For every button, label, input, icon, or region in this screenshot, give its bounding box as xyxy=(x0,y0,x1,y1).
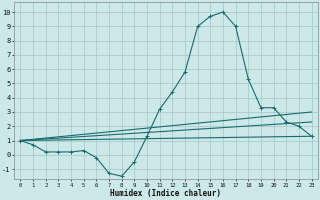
X-axis label: Humidex (Indice chaleur): Humidex (Indice chaleur) xyxy=(110,189,221,198)
